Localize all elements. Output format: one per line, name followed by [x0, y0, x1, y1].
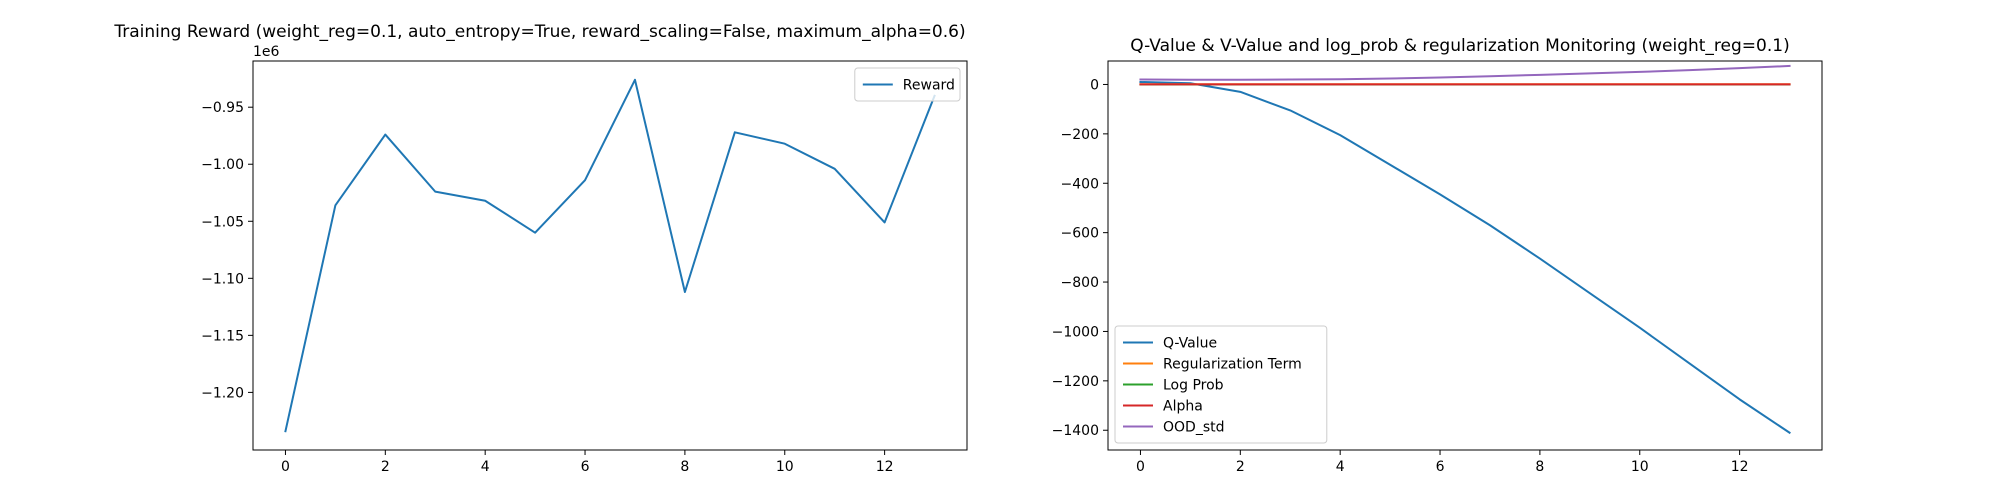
monitoring-y-tick-label: −400 [1061, 176, 1099, 192]
reward-x-tick-label: 10 [776, 459, 794, 475]
reward-x-tick-label: 12 [876, 459, 894, 475]
monitoring-legend-label-regularization-term: Regularization Term [1163, 357, 1302, 373]
reward-x-tick-label: 4 [481, 459, 490, 475]
monitoring-y-tick-label: −600 [1061, 226, 1099, 242]
reward-y-tick-label: −1.15 [201, 328, 244, 344]
monitoring-x-tick-label: 8 [1535, 459, 1544, 475]
monitoring-y-tick-label: −800 [1061, 275, 1099, 291]
reward-y-tick-label: −1.20 [201, 385, 244, 401]
monitoring-y-tick-label: −1000 [1052, 324, 1099, 340]
monitoring-x-tick-label: 10 [1631, 459, 1649, 475]
monitoring-series-ood-std-line [1139, 64, 1791, 81]
monitoring-chart-series [1139, 64, 1791, 435]
monitoring-chart-frame [1107, 60, 1823, 451]
reward-x-tick-label: 8 [680, 459, 689, 475]
monitoring-y-tick-label: −1400 [1052, 423, 1099, 439]
monitoring-chart-legend: Q-Value Regularization Term Log Prob Alpha O… [1114, 325, 1328, 444]
monitoring-y-tick-label: 0 [1090, 77, 1099, 93]
reward-y-tick-label: −1.10 [201, 271, 244, 287]
reward-chart: Training Reward (weight_reg=0.1, auto_en… [113, 22, 968, 475]
reward-chart-ticks: 0 2 4 6 8 10 12 −1.20 −1.15 −1.10 −1.05 −1.00 −0.95 [201, 100, 893, 475]
monitoring-x-tick-label: 2 [1236, 459, 1245, 475]
monitoring-legend-label-log-prob: Log Prob [1163, 378, 1224, 394]
reward-legend-label-reward: Reward [903, 78, 955, 94]
monitoring-legend-label-ood-std: OOD_std [1163, 420, 1225, 436]
monitoring-legend-box [1114, 325, 1328, 444]
reward-y-tick-label: −0.95 [201, 100, 244, 116]
monitoring-chart-ticks: 0 2 4 6 8 10 12 −1400 −1200 −1000 −800 −600 −400 −200… [1052, 77, 1749, 475]
monitoring-legend-label-q-value: Q-Value [1163, 336, 1217, 352]
reward-chart-series [284, 78, 936, 433]
monitoring-y-tick-label: −200 [1061, 127, 1099, 143]
reward-y-tick-label: −1.00 [201, 157, 244, 173]
monitoring-x-tick-label: 12 [1731, 459, 1749, 475]
reward-chart-y-offset-label: 1e6 [253, 44, 280, 60]
reward-x-tick-label: 2 [381, 459, 390, 475]
reward-series-reward-line [284, 78, 936, 433]
monitoring-chart-title: Q-Value & V-Value and log_prob & regular… [1130, 36, 1789, 56]
reward-chart-frame [252, 60, 968, 451]
reward-legend-box [854, 67, 961, 102]
monitoring-x-tick-label: 6 [1436, 459, 1445, 475]
reward-chart-title: Training Reward (weight_reg=0.1, auto_en… [113, 22, 965, 42]
monitoring-y-tick-label: −1200 [1052, 374, 1099, 390]
monitoring-chart: Q-Value & V-Value and log_prob & regular… [1052, 36, 1823, 475]
monitoring-legend-label-alpha: Alpha [1163, 399, 1203, 415]
reward-x-tick-label: 0 [281, 459, 290, 475]
monitoring-series-q-value-line [1139, 80, 1791, 435]
monitoring-x-tick-label: 4 [1336, 459, 1345, 475]
reward-y-tick-label: −1.05 [201, 214, 244, 230]
reward-chart-legend: Reward [854, 67, 961, 102]
monitoring-x-tick-label: 0 [1136, 459, 1145, 475]
reward-x-tick-label: 6 [581, 459, 590, 475]
